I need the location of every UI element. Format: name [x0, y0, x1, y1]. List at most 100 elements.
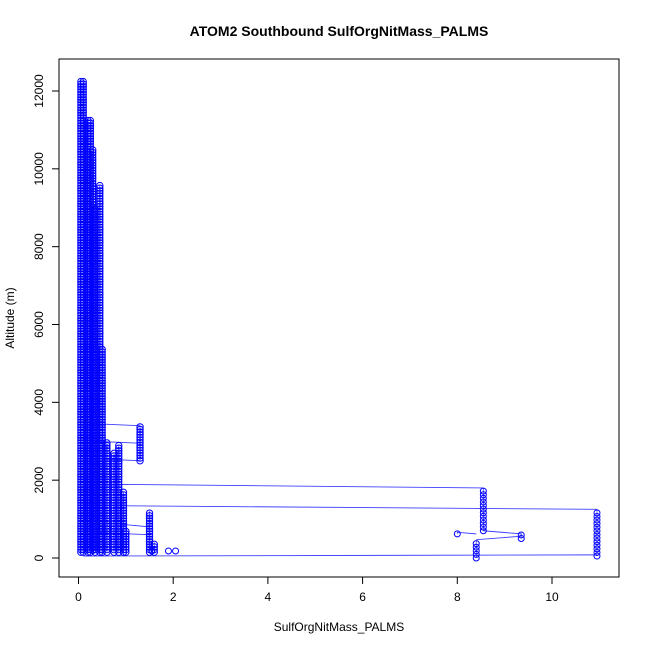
- main-cluster-point: [119, 504, 128, 512]
- main-cluster-point: [136, 444, 144, 452]
- main-cluster-point: [98, 405, 106, 413]
- outlier-column-point: [479, 523, 487, 531]
- main-cluster-point: [122, 545, 130, 554]
- outlier-column-point: [517, 535, 525, 543]
- main-cluster-point: [103, 460, 111, 468]
- main-cluster-point: [96, 317, 104, 325]
- main-cluster-point: [98, 387, 106, 395]
- main-cluster-point: [115, 483, 123, 491]
- main-cluster-point: [96, 252, 104, 260]
- main-cluster-point: [115, 452, 123, 460]
- main-cluster-point: [122, 540, 130, 549]
- outlier-column-point: [593, 512, 601, 520]
- main-cluster-point: [103, 454, 111, 463]
- main-cluster-point: [96, 278, 104, 286]
- main-cluster-point: [115, 480, 123, 489]
- main-cluster-point: [103, 491, 111, 499]
- main-cluster-point: [89, 156, 97, 164]
- outlier-column-point: [479, 520, 487, 528]
- main-cluster-point: [115, 457, 123, 465]
- main-cluster-point: [103, 504, 111, 512]
- main-cluster-point: [103, 462, 111, 471]
- x-tick-label: 10: [545, 590, 559, 604]
- plot-layer: [77, 77, 601, 562]
- main-cluster-point: [89, 172, 97, 180]
- chart-title: ATOM2 Southbound SulfOrgNitMass_PALMS: [190, 23, 489, 39]
- main-cluster-point: [96, 241, 104, 250]
- main-cluster-point: [119, 491, 128, 499]
- main-cluster-point: [89, 185, 97, 193]
- main-cluster-point: [145, 509, 154, 517]
- main-cluster-point: [98, 361, 106, 369]
- main-cluster-point: [98, 392, 106, 400]
- main-cluster-point: [119, 514, 128, 523]
- outlier-column-point: [593, 520, 601, 528]
- main-cluster-point: [119, 496, 128, 504]
- main-cluster-point: [79, 106, 87, 114]
- main-cluster-point: [119, 499, 128, 507]
- main-cluster-point: [115, 447, 123, 455]
- main-cluster-point: [98, 389, 106, 398]
- main-cluster-point: [122, 543, 130, 551]
- main-cluster-point: [79, 98, 87, 107]
- main-cluster-point: [103, 538, 111, 546]
- main-cluster-point: [119, 506, 128, 515]
- main-cluster-point: [122, 532, 130, 541]
- main-cluster-point: [98, 353, 106, 361]
- main-cluster-point: [96, 301, 104, 309]
- main-cluster-point: [96, 213, 104, 221]
- main-cluster-point: [79, 103, 87, 112]
- main-cluster-point: [89, 182, 97, 190]
- main-cluster-point: [89, 159, 97, 167]
- main-cluster-point: [145, 527, 154, 536]
- outlier-column-point: [479, 491, 487, 499]
- main-cluster-point: [103, 465, 111, 473]
- main-cluster-point: [145, 535, 154, 543]
- main-cluster-point: [115, 465, 123, 473]
- outlier-column-point: [593, 541, 601, 549]
- main-cluster-point: [98, 358, 106, 367]
- main-cluster-point: [96, 262, 104, 270]
- main-cluster-point: [98, 423, 106, 432]
- main-cluster-point: [115, 460, 123, 468]
- main-cluster-point: [96, 249, 104, 257]
- main-cluster-point: [89, 166, 97, 175]
- main-cluster-point: [115, 470, 123, 478]
- main-cluster-point: [86, 127, 95, 135]
- main-cluster-point: [103, 527, 111, 536]
- main-cluster-point: [96, 189, 104, 198]
- x-axis: 0 2 4 6 8 10: [75, 576, 559, 604]
- main-cluster-point: [96, 285, 104, 294]
- main-cluster-point: [103, 486, 111, 494]
- main-cluster-point: [96, 192, 104, 200]
- main-cluster-point: [79, 90, 87, 99]
- main-cluster-point: [96, 246, 104, 255]
- main-cluster-point: [103, 493, 111, 502]
- main-cluster-point: [96, 200, 104, 208]
- main-cluster-point: [96, 296, 104, 304]
- main-cluster-point: [136, 433, 144, 442]
- outlier-column-point: [593, 523, 601, 531]
- outlier-column-point: [593, 534, 601, 542]
- main-cluster-point: [136, 451, 144, 460]
- y-tick-label: 0: [32, 554, 46, 561]
- data-point: [164, 547, 172, 555]
- main-cluster-point: [96, 270, 104, 278]
- main-cluster-point: [96, 233, 104, 242]
- main-cluster-point: [96, 236, 104, 244]
- outlier-column-point: [593, 530, 601, 538]
- main-cluster-point: [86, 135, 95, 143]
- main-cluster-point: [145, 512, 154, 520]
- main-cluster-point: [98, 410, 106, 419]
- x-tick-label: 8: [454, 590, 461, 604]
- main-cluster-point: [136, 425, 144, 434]
- main-cluster-point: [96, 197, 104, 205]
- main-cluster-point: [122, 530, 130, 538]
- data-point: [172, 547, 180, 555]
- y-tick-label: 2000: [32, 466, 46, 493]
- main-cluster-point: [89, 177, 97, 185]
- main-cluster-point: [103, 548, 111, 556]
- main-cluster-point: [98, 431, 106, 439]
- main-cluster-point: [103, 530, 111, 538]
